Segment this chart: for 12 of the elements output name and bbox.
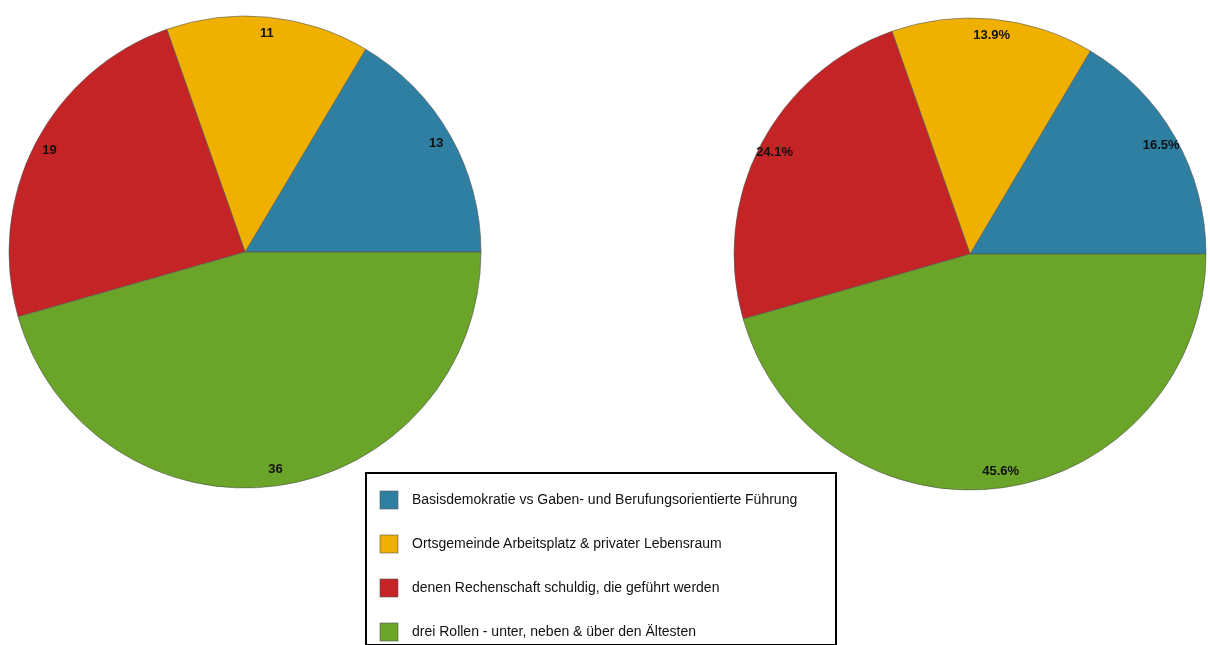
data-label: 13.9%: [973, 26, 1011, 42]
data-label: 19: [42, 142, 57, 158]
data-label: 24.1%: [756, 144, 794, 160]
data-label: 36: [268, 461, 283, 477]
data-label: 45.6%: [982, 463, 1020, 479]
legend-label: Basisdemokratie vs Gaben- und Berufungsorientierte Führung: [412, 490, 798, 507]
legend-label: drei Rollen - unter, neben & über den Ältesten: [412, 622, 697, 639]
legend-label: denen Rechenschaft schuldig, die geführt werden: [412, 578, 720, 595]
data-label: 13: [429, 134, 444, 150]
data-label: 11: [259, 24, 274, 40]
data-label: 16.5%: [1142, 136, 1181, 152]
legend-label: Ortsgemeinde Arbeitsplatz & privater Lebensraum: [412, 534, 722, 551]
